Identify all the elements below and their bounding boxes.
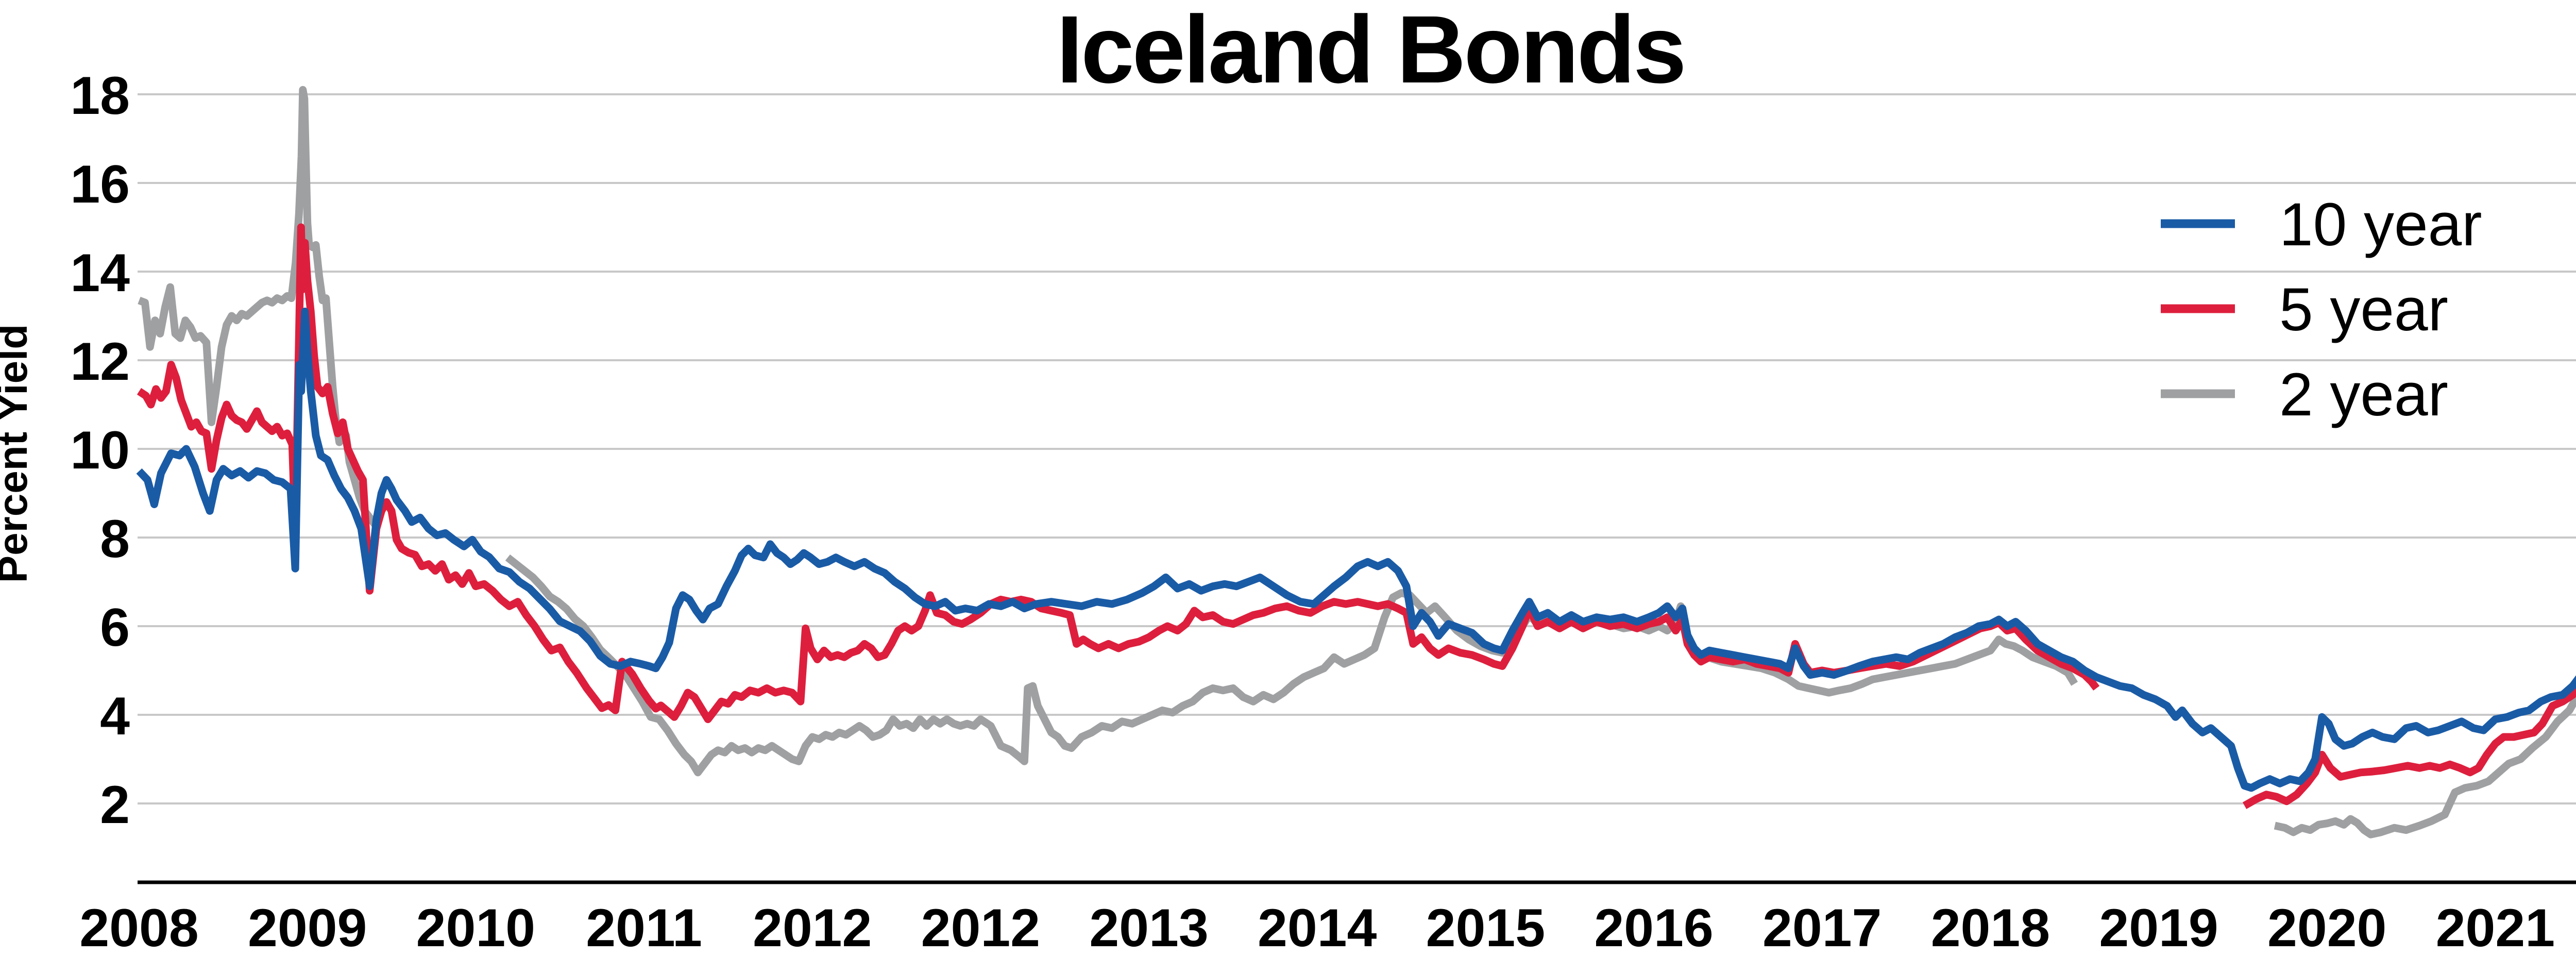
y-tick-left-6: 6 xyxy=(100,598,130,658)
x-tick-6-2013: 2013 xyxy=(1089,898,1208,956)
legend-label-10-year: 10 year xyxy=(2279,191,2482,259)
x-tick-4-2012: 2012 xyxy=(753,898,872,956)
y-tick-left-8: 8 xyxy=(100,509,130,569)
gridlines xyxy=(138,93,2576,804)
x-tick-12-2019: 2019 xyxy=(2099,898,2218,956)
y-tick-labels-left: 2 4 6 8 10 12 14 16 18 xyxy=(70,66,130,835)
x-tick-8-2015: 2015 xyxy=(1426,898,1545,956)
y-axis-label: Percent Yield xyxy=(0,324,36,583)
x-tick-0-2008: 2008 xyxy=(79,898,198,956)
chart-title: Iceland Bonds xyxy=(1056,0,1684,103)
x-tick-5-2012: 2012 xyxy=(921,898,1040,956)
x-tick-1-2009: 2009 xyxy=(248,898,367,956)
series-line-5-year xyxy=(137,223,2576,809)
x-tick-11-2018: 2018 xyxy=(1931,898,2050,956)
x-tick-9-2016: 2016 xyxy=(1594,898,1713,956)
series-line-10-year xyxy=(136,307,2576,792)
x-tick-10-2017: 2017 xyxy=(1762,898,1882,956)
y-tick-left-18: 18 xyxy=(70,66,130,126)
x-tick-3-2011: 2011 xyxy=(586,898,702,956)
x-tick-13-2020: 2020 xyxy=(2267,898,2386,956)
y-tick-left-16: 16 xyxy=(70,155,130,214)
x-tick-2-2010: 2010 xyxy=(416,898,535,956)
x-tick-7-2014: 2014 xyxy=(1258,898,1377,956)
x-tick-labels: 2008 2009 2010 2011 2012 2012 2013 2014 2015 2016… xyxy=(79,898,2555,956)
series-lines xyxy=(136,86,2576,838)
y-tick-left-14: 14 xyxy=(70,243,130,303)
legend: 10 year 5 year 2 year xyxy=(2161,191,2482,429)
y-tick-left-4: 4 xyxy=(100,686,130,746)
y-tick-left-10: 10 xyxy=(70,421,130,480)
x-tick-14-2021: 2021 xyxy=(2436,898,2555,956)
legend-label-2-year: 2 year xyxy=(2279,361,2448,429)
y-tick-left-2: 2 xyxy=(100,775,130,835)
y-tick-left-12: 12 xyxy=(70,332,130,392)
legend-label-5-year: 5 year xyxy=(2279,276,2448,344)
series-line-2-year xyxy=(138,86,2576,838)
